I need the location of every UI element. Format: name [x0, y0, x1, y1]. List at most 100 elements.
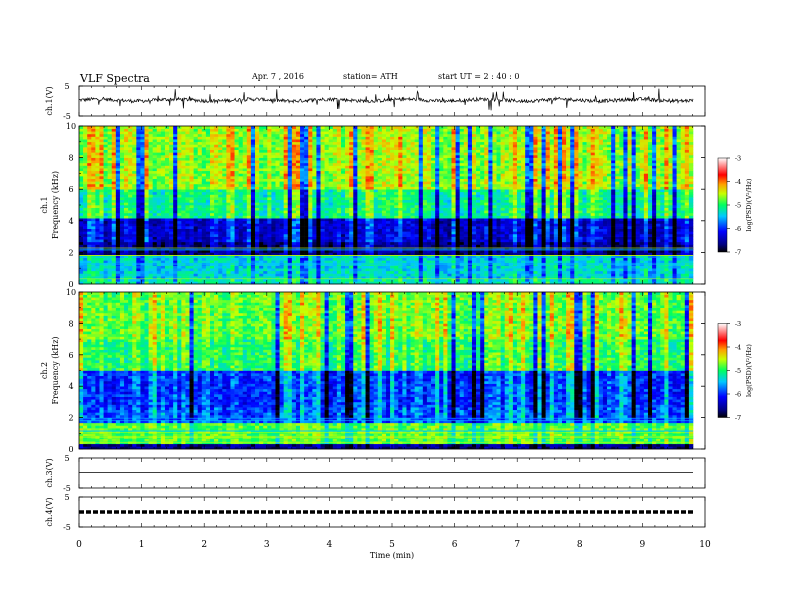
spectrogram-cell: [541, 205, 546, 208]
spectrogram-cell: [484, 199, 489, 203]
spectrogram-cell: [332, 228, 338, 232]
spectrogram-cell: [124, 220, 129, 224]
spectrogram-cell: [365, 252, 370, 256]
spectrogram-cell: [119, 239, 125, 243]
spectrogram-cell: [664, 241, 669, 245]
spectrogram-cell: [631, 210, 636, 214]
spectrogram-cell: [570, 252, 575, 256]
spectrogram-cell: [656, 218, 661, 222]
spectrogram-cell: [238, 197, 244, 201]
spectrogram-cell: [160, 241, 166, 245]
spectrogram-cell: [209, 218, 215, 222]
spectrogram-cell: [369, 231, 375, 235]
spectrogram-cell: [361, 226, 366, 229]
spectrogram-cell: [476, 226, 481, 229]
spectrogram-cell: [394, 265, 399, 269]
spectrogram-cell: [267, 257, 272, 261]
spectrogram-cell: [234, 231, 239, 235]
spectrogram-cell: [545, 249, 551, 253]
spectrogram-cell: [529, 205, 534, 208]
spectrogram-cell: [205, 257, 211, 261]
spectrogram-cell: [287, 220, 293, 224]
spectrogram-cell: [455, 270, 460, 274]
spectrogram-cell: [357, 231, 362, 235]
spectrogram-cell: [402, 260, 407, 264]
spectrogram-cell: [295, 241, 301, 245]
spectrogram-cell: [541, 202, 546, 206]
spectrogram-cell: [349, 228, 354, 232]
spectrogram-cell: [553, 276, 559, 280]
spectrogram-cell: [173, 265, 178, 269]
spectrogram-cell: [283, 262, 289, 266]
spectrogram-cell: [549, 202, 555, 206]
spectrogram-cell: [492, 252, 497, 256]
spectrogram-cell: [447, 210, 452, 214]
spectrogram-cell: [283, 244, 289, 248]
spectrogram-cell: [353, 241, 358, 245]
spectrogram-cell: [201, 202, 207, 206]
spectrogram-cell: [144, 210, 149, 214]
spectrogram-cell: [169, 226, 174, 229]
spectrogram-cell: [410, 281, 415, 285]
spectrogram-cell: [557, 239, 563, 243]
spectrogram-cell: [83, 233, 88, 237]
spectrogram-cell: [602, 273, 608, 277]
spectrogram-cell: [529, 268, 534, 272]
spectrogram-cell: [447, 226, 452, 229]
spectrogram-cell: [553, 212, 559, 216]
spectrogram-cell: [619, 273, 624, 277]
spectrogram-cell: [222, 241, 227, 245]
spectrogram-cell: [586, 236, 591, 240]
spectrogram-cell: [205, 215, 211, 219]
spectrogram-cell: [238, 276, 244, 280]
spectrogram-cell: [586, 260, 591, 264]
spectrogram-cell: [394, 244, 399, 248]
spectrogram-cell: [287, 262, 293, 266]
spectrogram-cell: [263, 273, 268, 277]
spectrogram-cell: [267, 226, 272, 229]
spectrogram-cell: [124, 223, 129, 227]
spectrogram-cell: [91, 278, 96, 282]
spectrogram-cell: [189, 270, 194, 274]
spectrogram-cell: [87, 252, 92, 256]
spectrogram-cell: [332, 210, 338, 214]
spectrogram-cell: [660, 239, 665, 243]
spectrogram-cell: [279, 268, 284, 272]
spectrogram-cell: [402, 218, 407, 222]
spectrogram-cell: [144, 260, 149, 264]
spectrogram-cell: [607, 226, 612, 229]
spectrogram-cell: [680, 220, 686, 224]
spectrogram-cell: [521, 215, 526, 219]
spectrogram-cell: [156, 212, 162, 216]
spectrogram-cell: [340, 228, 346, 232]
spectrogram-cell: [373, 260, 379, 264]
spectrogram-cell: [426, 260, 432, 264]
spectrogram-cell: [377, 218, 383, 222]
spectrogram-cell: [582, 276, 587, 280]
spectrogram-cell: [345, 262, 350, 266]
spectrogram-cell: [639, 231, 645, 235]
spectrogram-cell: [467, 215, 473, 219]
spectrogram-cell: [222, 262, 227, 266]
spectrogram-cell: [287, 199, 293, 203]
spectrogram-cell: [222, 197, 227, 201]
spectrogram-cell: [271, 255, 276, 258]
spectrogram-cell: [107, 244, 113, 248]
spectrogram-cell: [688, 249, 694, 253]
spectrogram-cell: [320, 270, 325, 274]
spectrogram-cell: [193, 202, 198, 206]
spectrogram-cell: [279, 249, 284, 253]
spectrogram-cell: [209, 260, 215, 264]
spectrogram-cell: [549, 241, 555, 245]
spectrogram-cell: [132, 215, 137, 219]
spectrogram-cell: [132, 273, 137, 277]
spectrogram-cell: [439, 270, 444, 274]
spectrogram-cell: [431, 268, 436, 272]
spectrogram-cell: [111, 255, 117, 258]
spectrogram-cell: [480, 218, 485, 222]
spectrogram-cell: [238, 205, 244, 208]
spectrogram-cell: [594, 241, 600, 245]
spectrogram-cell: [283, 257, 289, 261]
spectrogram-cell: [467, 265, 473, 269]
spectrogram-cell: [504, 247, 510, 251]
